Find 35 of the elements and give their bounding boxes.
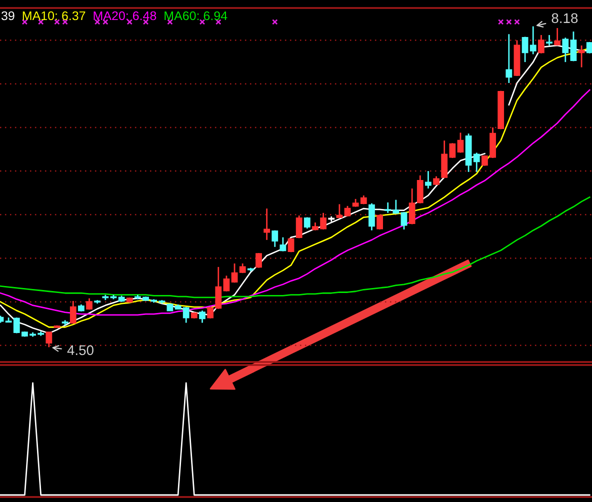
candlestick — [264, 208, 270, 241]
candlestick — [46, 332, 52, 348]
candlestick — [280, 236, 286, 252]
candlestick — [223, 274, 230, 292]
text: MA60: 6.94 — [164, 11, 228, 20]
candlestick — [546, 34, 552, 46]
candlestick — [562, 36, 569, 63]
candlestick — [288, 237, 294, 253]
candlestick — [256, 252, 262, 269]
candlestick — [231, 262, 238, 284]
candlestick — [336, 203, 343, 219]
candlestick — [344, 205, 351, 218]
text: MA20: 6.48 — [94, 11, 156, 20]
text: 39 — [1, 11, 14, 20]
candlestick — [506, 33, 512, 84]
candlestick — [530, 26, 536, 55]
candlestick — [425, 170, 432, 190]
candlestick — [199, 310, 206, 324]
candlestick — [272, 230, 278, 248]
annotation: 8.18 — [552, 13, 578, 24]
candlestick — [296, 214, 302, 239]
candlestick — [182, 306, 190, 324]
candlestick — [586, 41, 592, 54]
candlestick — [522, 36, 528, 63]
candlestick — [538, 34, 544, 54]
candlestick — [368, 202, 375, 232]
candlestick — [578, 44, 585, 68]
candlestick — [70, 300, 76, 324]
candlestick — [400, 211, 408, 230]
text: MA10: 6.37 — [22, 11, 86, 20]
annotation: 4.50 — [67, 345, 94, 356]
candlestick — [457, 132, 464, 154]
candlestick — [554, 27, 561, 46]
candlestick — [570, 30, 577, 62]
candlestick — [376, 214, 383, 230]
